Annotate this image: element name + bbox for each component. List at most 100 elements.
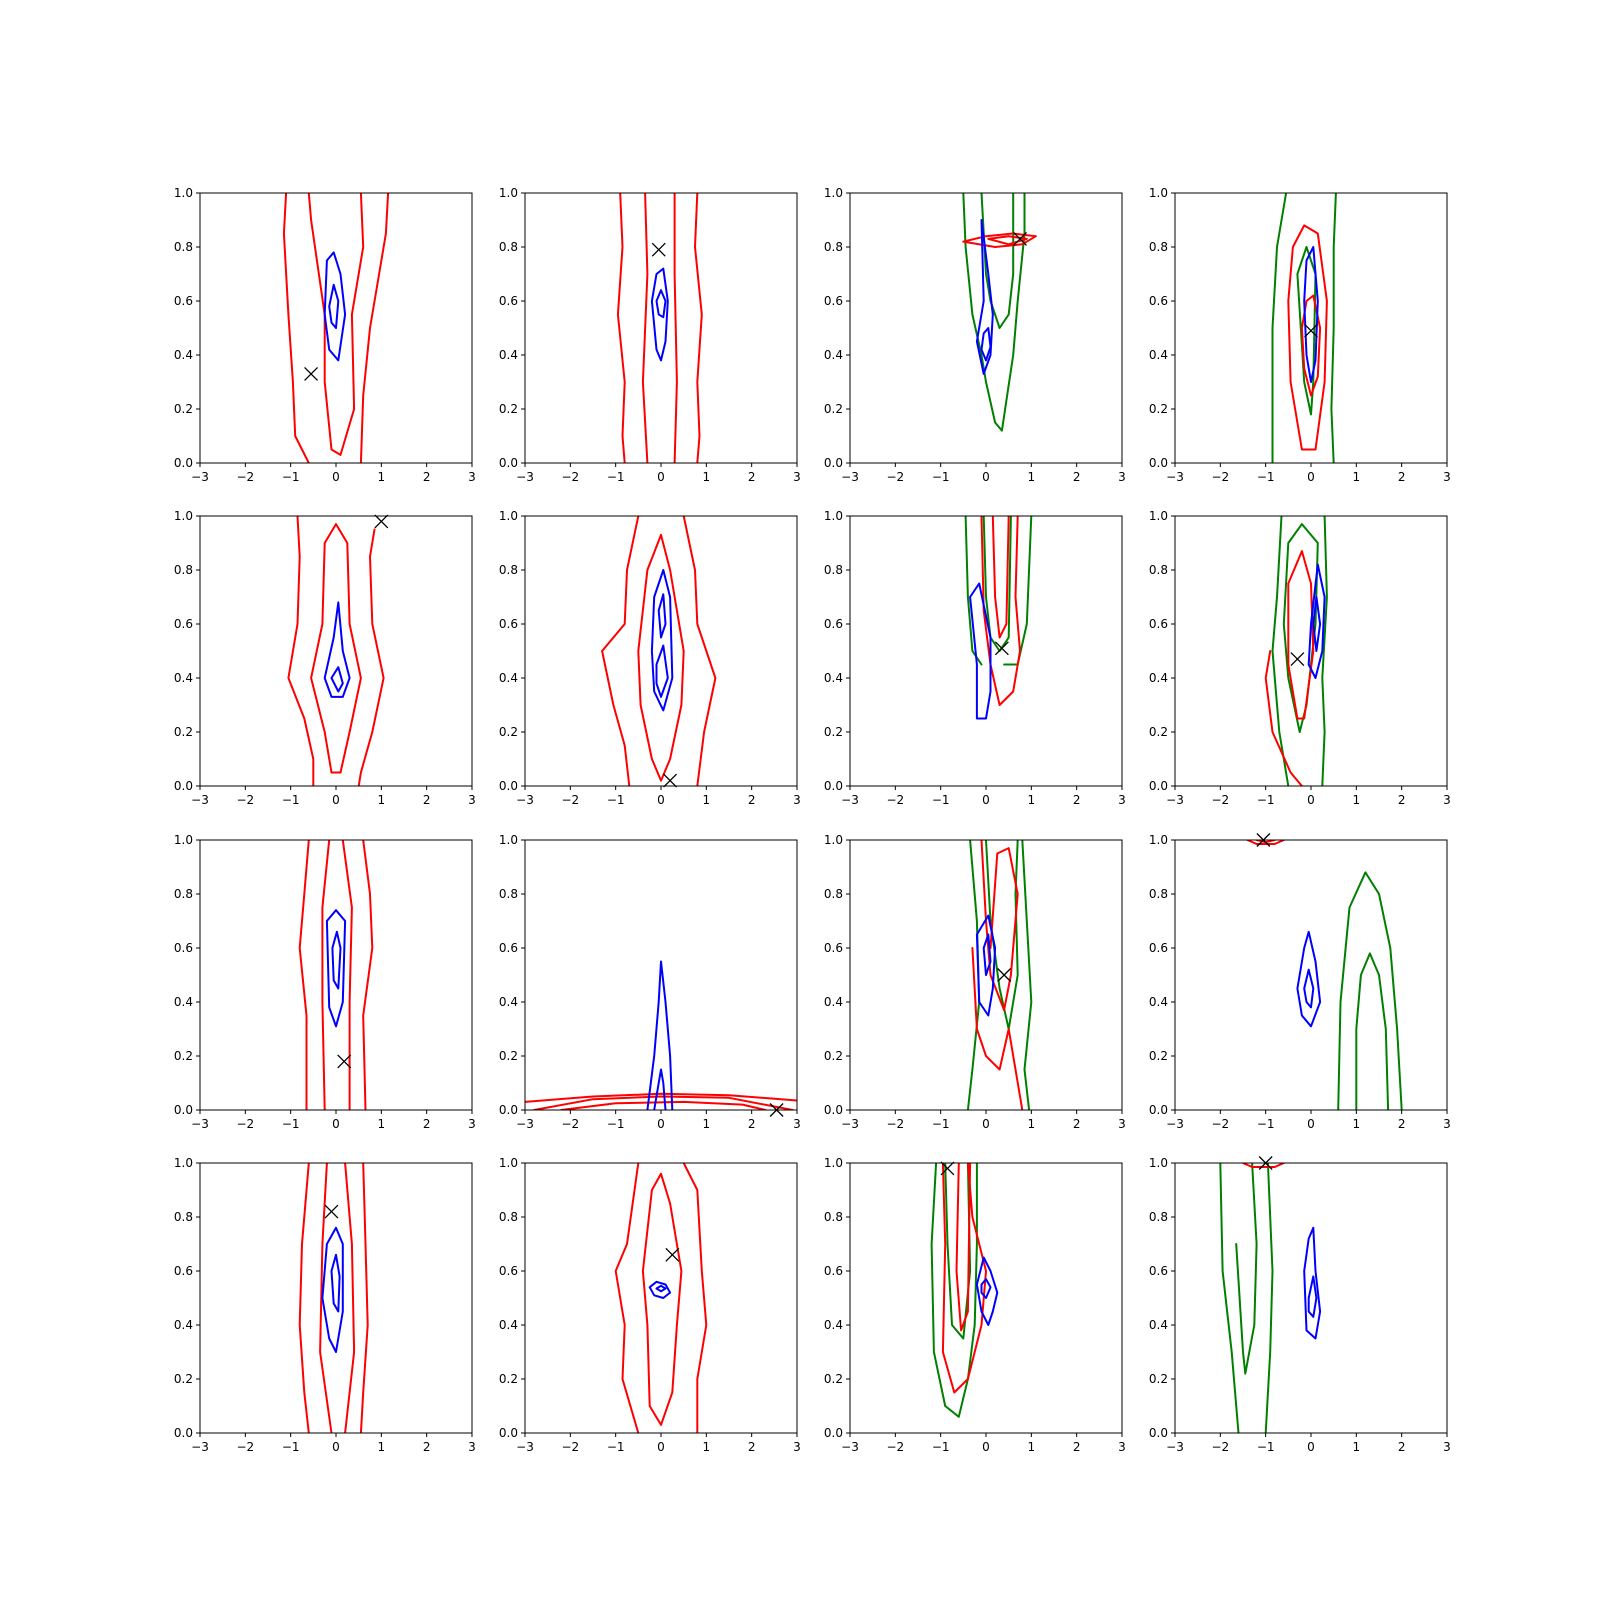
x-tick-label: −3: [1166, 1440, 1184, 1454]
y-tick-label: 0.8: [1149, 1210, 1168, 1224]
x-tick-label: 2: [1398, 793, 1406, 807]
x-tick-label: −3: [516, 793, 534, 807]
x-tick-label: −1: [1257, 1440, 1275, 1454]
y-tick-label: 0.0: [499, 1426, 518, 1440]
red-contour-line: [971, 947, 1024, 1110]
y-tick-label: 0.8: [174, 887, 193, 901]
axes-frame: [1174, 1162, 1448, 1434]
x-tick-label: 0: [657, 1117, 665, 1131]
green-contour-line: [1337, 871, 1403, 1110]
y-tick-label: 1.0: [824, 509, 843, 523]
blue-contour-line: [982, 933, 992, 976]
x-tick-label: 0: [982, 470, 990, 484]
y-tick-label: 1.0: [824, 833, 843, 847]
subplot-14: −3 −2 −1 0 1 2 3 0.0 0.2 0.4 0.6 0.8 1.0: [499, 1156, 801, 1454]
red-contour-line: [682, 516, 717, 786]
y-tick-label: 0.8: [499, 887, 518, 901]
red-contour-line: [319, 1163, 333, 1433]
y-tick-label: 1.0: [1149, 833, 1168, 847]
x-tick-label: 1: [1353, 1117, 1361, 1131]
blue-contour-line: [655, 1284, 667, 1293]
red-contour-line: [980, 516, 1021, 706]
x-tick-label: −2: [1211, 470, 1229, 484]
x-tick-label: 3: [468, 1117, 476, 1131]
y-tick-label: 0.6: [499, 941, 518, 955]
x-tick-label: 3: [793, 470, 801, 484]
x-marker: [940, 1161, 955, 1176]
y-tick-label: 0.6: [499, 617, 518, 631]
x-tick-label: −3: [1166, 470, 1184, 484]
x-tick-label: −2: [886, 470, 904, 484]
x-tick-label: 0: [657, 1440, 665, 1454]
x-tick-label: −3: [516, 1117, 534, 1131]
x-tick-label: −3: [841, 793, 859, 807]
x-tick-label: −2: [561, 793, 579, 807]
red-contour-line: [601, 516, 640, 786]
x-tick-label: 1: [703, 793, 711, 807]
x-marker: [665, 1247, 680, 1262]
subplot-10: −3 −2 −1 0 1 2 3 0.0 0.2 0.4 0.6 0.8 1.0: [499, 833, 801, 1131]
subplot-9: −3 −2 −1 0 1 2 3 0.0 0.2 0.4 0.6 0.8 1.0: [174, 833, 476, 1131]
x-tick-label: 1: [1028, 1117, 1036, 1131]
y-tick-label: 0.4: [824, 995, 843, 1009]
red-contour-line: [359, 1163, 369, 1433]
red-contour-line: [941, 1163, 987, 1394]
x-tick-label: −3: [516, 1440, 534, 1454]
x-tick-label: 2: [423, 1440, 431, 1454]
x-tick-label: −2: [561, 1117, 579, 1131]
blue-contour-line: [1303, 246, 1319, 383]
x-tick-label: −2: [1211, 1440, 1229, 1454]
subplot-12: −3 −2 −1 0 1 2 3 0.0 0.2 0.4 0.6 0.8 1.0: [1149, 833, 1451, 1131]
y-tick-label: 0.8: [824, 1210, 843, 1224]
x-tick-label: 0: [1307, 1440, 1315, 1454]
x-tick-label: 3: [468, 793, 476, 807]
x-tick-label: 0: [332, 470, 340, 484]
x-tick-label: 2: [1073, 470, 1081, 484]
green-contour-line: [1296, 246, 1317, 416]
y-tick-label: 1.0: [499, 509, 518, 523]
y-tick-label: 0.6: [499, 294, 518, 308]
x-tick-label: 0: [982, 1117, 990, 1131]
green-contour-line: [1264, 1163, 1274, 1433]
plot-area: [1264, 516, 1328, 786]
y-tick-label: 0.0: [174, 456, 193, 470]
green-contour-line: [962, 193, 987, 383]
y-tick-label: 0.0: [499, 456, 518, 470]
y-tick-label: 1.0: [824, 1156, 843, 1170]
y-tick-label: 0.8: [174, 240, 193, 254]
x-tick-label: 0: [1307, 470, 1315, 484]
y-tick-label: 1.0: [174, 186, 193, 200]
y-tick-label: 0.2: [499, 1372, 518, 1386]
red-contour-line: [616, 193, 626, 463]
x-tick-label: 2: [1073, 793, 1081, 807]
subplot-4: −3 −2 −1 0 1 2 3 0.0 0.2 0.4 0.6 0.8 1.0: [1149, 186, 1451, 484]
x-tick-label: 1: [378, 470, 386, 484]
red-contour-line: [673, 193, 678, 463]
y-tick-label: 0.2: [499, 725, 518, 739]
axes-frame: [199, 1162, 473, 1434]
x-marker: [1013, 231, 1027, 246]
y-tick-label: 0.2: [824, 725, 843, 739]
x-marker: [1290, 652, 1305, 667]
blue-contour-line: [975, 219, 994, 375]
x-tick-label: 1: [1028, 470, 1036, 484]
y-tick-label: 0.4: [824, 348, 843, 362]
y-tick-label: 0.4: [1149, 995, 1168, 1009]
y-tick-label: 0.4: [499, 671, 518, 685]
x-marker: [1304, 323, 1318, 338]
y-tick-label: 0.6: [174, 941, 193, 955]
x-marker: [324, 1204, 339, 1219]
x-tick-label: −3: [191, 1440, 209, 1454]
red-contour-line: [560, 1100, 767, 1110]
blue-contour-line: [328, 283, 340, 329]
y-tick-label: 0.4: [1149, 671, 1168, 685]
green-contour-line: [982, 516, 1012, 652]
x-tick-label: 1: [1028, 1440, 1036, 1454]
red-contour-line: [1246, 840, 1285, 845]
x-tick-label: 3: [1118, 1440, 1126, 1454]
x-tick-label: −1: [607, 470, 625, 484]
subplot-1: −3 −2 −1 0 1 2 3 0.0 0.2 0.4 0.6 0.8 1.0: [174, 186, 476, 484]
y-tick-label: 0.4: [174, 995, 193, 1009]
x-tick-label: −1: [282, 793, 300, 807]
